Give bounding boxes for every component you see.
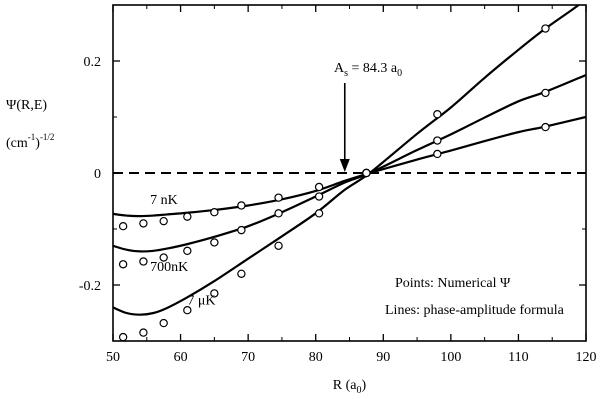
y-tick-label: 0 — [94, 167, 101, 182]
data-point — [183, 212, 192, 221]
data-point — [541, 88, 550, 98]
y-axis-label-line1: Ψ(R,E) — [6, 98, 47, 114]
annotation-label: As = 84.3 a0 — [334, 61, 402, 79]
series-label: 7 μK — [187, 294, 215, 309]
data-point — [210, 238, 219, 247]
x-axis-label-close: ) — [362, 378, 367, 393]
data-point — [159, 216, 168, 226]
data-point — [274, 241, 283, 250]
data-point — [183, 306, 192, 315]
data-point — [433, 149, 442, 159]
data-point — [314, 182, 324, 192]
x-axis-label-sub: 0 — [357, 385, 362, 396]
legend-lines: Lines: phase-amplitude formula — [385, 303, 565, 318]
axis-ticks — [112, 4, 587, 342]
y-axis-unit-power: -1/2 — [39, 132, 55, 142]
series-line — [113, 73, 586, 253]
annotation-sub-s: s — [344, 68, 348, 79]
data-point — [139, 257, 148, 266]
annotation-sub-0: 0 — [397, 68, 402, 79]
data-point — [183, 246, 192, 256]
data-point — [210, 207, 219, 217]
x-axis-label: R (a0) — [333, 378, 367, 396]
data-point — [314, 209, 324, 218]
series-label: 7 nK — [150, 193, 178, 208]
data-point — [210, 289, 219, 298]
x-tick-label: 120 — [576, 350, 597, 365]
annotation-mid: = 84.3 a — [348, 61, 398, 76]
data-point — [237, 201, 246, 210]
data-point — [274, 209, 283, 218]
x-axis-label-main: R (a — [333, 378, 358, 393]
data-point — [118, 332, 128, 342]
data-point — [237, 225, 246, 235]
y-axis-unit-close: ) — [35, 136, 40, 151]
data-point — [362, 168, 371, 178]
x-tick-label: 50 — [106, 350, 120, 365]
y-axis-unit-base: (cm — [6, 136, 28, 151]
x-tick-label: 80 — [309, 350, 323, 365]
x-tick-label: 60 — [174, 350, 188, 365]
annotation — [339, 83, 350, 172]
data-point — [541, 122, 550, 132]
data-point — [237, 269, 246, 278]
x-tick-label: 70 — [241, 350, 255, 365]
data-point — [159, 253, 168, 262]
data-point — [274, 193, 283, 202]
data-point — [118, 221, 128, 231]
data-point — [139, 219, 148, 228]
y-axis-label-line2: (cm-1)-1/2 — [6, 132, 54, 152]
data-point — [433, 136, 442, 145]
series-line — [113, 115, 586, 218]
x-tick-label: 100 — [440, 350, 461, 365]
data-point — [159, 318, 168, 328]
annotation-arrow-head — [339, 159, 350, 172]
y-axis-label-text: Ψ(R,E) — [6, 98, 48, 113]
x-tick-label: 90 — [376, 350, 390, 365]
chart-text: 50 60 70 80 90 100 110 120-0.200.2R (a0)7 nK700… — [79, 55, 597, 396]
annotation-prefix: A — [334, 61, 345, 76]
data-point — [433, 109, 442, 119]
y-tick-label: -0.2 — [79, 279, 101, 294]
series-points — [118, 24, 550, 342]
data-point — [541, 24, 550, 33]
series-label: 700nK — [150, 260, 188, 275]
data-point — [118, 260, 128, 269]
data-point — [314, 192, 324, 201]
y-axis-unit-sup: -1 — [27, 132, 36, 142]
legend-points: Points: Numerical Ψ — [395, 276, 511, 291]
x-tick-label: 110 — [508, 350, 528, 365]
data-point — [139, 328, 148, 337]
y-tick-label: 0.2 — [84, 55, 102, 70]
